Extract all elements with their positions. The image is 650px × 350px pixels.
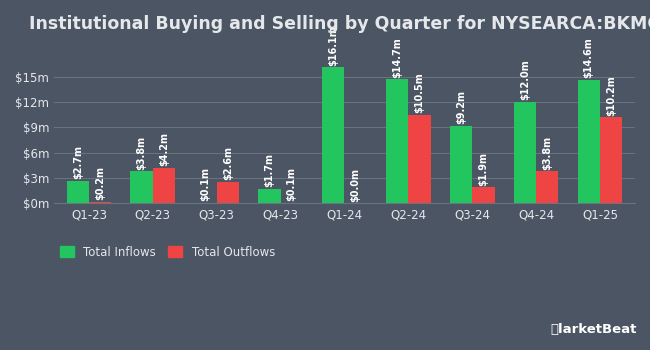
Bar — [322, 68, 344, 203]
Bar — [258, 189, 281, 203]
Bar — [216, 182, 239, 203]
Bar — [536, 172, 558, 203]
Text: $14.7m: $14.7m — [392, 37, 402, 78]
Text: $0.1m: $0.1m — [287, 167, 297, 201]
Text: $3.8m: $3.8m — [136, 135, 147, 170]
Bar — [408, 115, 431, 203]
Bar — [131, 172, 153, 203]
Text: $16.1m: $16.1m — [328, 25, 338, 66]
Bar — [577, 80, 600, 203]
Bar — [472, 188, 495, 203]
Text: $10.5m: $10.5m — [415, 72, 424, 113]
Text: $2.6m: $2.6m — [223, 146, 233, 180]
Title: Institutional Buying and Selling by Quarter for NYSEARCA:BKMC: Institutional Buying and Selling by Quar… — [29, 15, 650, 33]
Bar — [450, 126, 472, 203]
Text: $1.9m: $1.9m — [478, 152, 488, 186]
Text: $4.2m: $4.2m — [159, 132, 169, 166]
Text: $0.2m: $0.2m — [95, 166, 105, 200]
Text: $10.2m: $10.2m — [606, 75, 616, 116]
Bar — [67, 181, 89, 203]
Text: $9.2m: $9.2m — [456, 90, 466, 124]
Bar — [89, 202, 111, 203]
Text: $2.7m: $2.7m — [73, 145, 83, 179]
Text: $0.1m: $0.1m — [201, 167, 211, 201]
Bar — [386, 79, 408, 203]
Legend: Total Inflows, Total Outflows: Total Inflows, Total Outflows — [60, 246, 275, 259]
Text: $0.0m: $0.0m — [350, 168, 361, 202]
Text: $1.7m: $1.7m — [265, 153, 274, 188]
Text: $14.6m: $14.6m — [584, 38, 593, 78]
Text: $12.0m: $12.0m — [520, 60, 530, 100]
Text: ⼧larketBeat: ⼧larketBeat — [551, 323, 637, 336]
Bar — [600, 117, 622, 203]
Bar — [514, 102, 536, 203]
Bar — [153, 168, 176, 203]
Text: $3.8m: $3.8m — [542, 135, 552, 170]
